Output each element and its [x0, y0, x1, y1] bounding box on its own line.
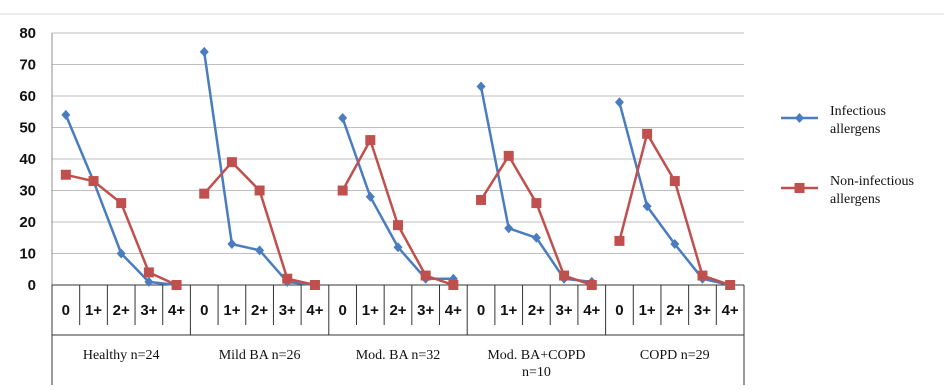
- data-point: [254, 185, 265, 196]
- x-tick-label: 0: [338, 302, 346, 319]
- x-tick-label: 3+: [140, 302, 157, 319]
- y-tick-label: 30: [19, 183, 36, 200]
- group-label: Mod. BA n=32: [356, 348, 441, 363]
- x-tick-label: 2+: [666, 302, 683, 319]
- data-point: [476, 194, 487, 205]
- x-tick-label: 4+: [583, 302, 600, 319]
- x-tick-label: 0: [615, 302, 623, 319]
- legend-marker: [795, 113, 804, 123]
- data-point: [60, 169, 71, 180]
- y-tick-label: 10: [19, 246, 36, 263]
- series-line: [618, 101, 731, 287]
- x-tick-label: 1+: [223, 302, 240, 319]
- data-point: [642, 128, 653, 139]
- legend-marker: [794, 183, 805, 193]
- data-point: [116, 198, 127, 209]
- y-tick-label: 20: [19, 214, 36, 231]
- group-label: Healthy n=24: [83, 348, 160, 363]
- data-point: [420, 270, 431, 281]
- data-point: [531, 198, 542, 209]
- x-tick-label: 2+: [389, 302, 406, 319]
- y-tick-label: 60: [19, 88, 36, 105]
- data-point: [227, 239, 237, 250]
- x-tick-label: 2+: [251, 302, 268, 319]
- series-line: [479, 153, 593, 287]
- data-point: [171, 280, 182, 290]
- data-point: [504, 223, 514, 234]
- series-line: [203, 160, 316, 287]
- x-tick-label: 0: [62, 302, 70, 319]
- group-label: Mild BA n=26: [219, 348, 301, 363]
- x-tick-label: 0: [200, 302, 208, 319]
- legend-label: Infectious allergens: [830, 104, 886, 137]
- data-point: [365, 191, 375, 202]
- data-point: [309, 280, 320, 290]
- data-point: [282, 273, 293, 284]
- series-line: [65, 173, 178, 287]
- x-tick-label: 4+: [168, 302, 185, 319]
- x-tick-label: 3+: [556, 302, 573, 319]
- data-point: [642, 201, 652, 212]
- x-tick-label: 1+: [500, 302, 517, 319]
- x-tick-label: 4+: [445, 302, 462, 319]
- data-point: [614, 235, 625, 246]
- y-tick-label: 70: [19, 57, 36, 74]
- x-tick-label: 1+: [85, 302, 102, 319]
- data-point: [476, 81, 486, 92]
- data-point: [531, 232, 541, 243]
- data-point: [226, 157, 237, 168]
- data-point: [116, 248, 126, 259]
- data-point: [393, 242, 403, 253]
- legend: Infectious allergens Non-infectious allerge…: [781, 104, 914, 207]
- y-tick-label: 0: [28, 277, 36, 294]
- data-point: [559, 270, 570, 281]
- data-point: [144, 276, 154, 287]
- data-point: [255, 245, 265, 256]
- x-axis: 0 1+ 2+ 3+ 4+ Healthy n=24 0 1+ 2+ 3+ 4+ Mild BA n=…: [51, 284, 745, 385]
- data-point: [337, 185, 348, 196]
- x-tick-label: 3+: [417, 302, 434, 319]
- data-point: [338, 113, 348, 124]
- legend-label: Non-infectious allergens: [830, 174, 914, 207]
- series-line: [479, 86, 592, 284]
- data-point: [393, 220, 403, 231]
- series-line: [341, 136, 454, 287]
- x-tick-label: 3+: [694, 302, 711, 319]
- x-tick-label: 1+: [362, 302, 379, 319]
- group-label: Mod. BA+COPD n=10: [487, 348, 585, 380]
- y-tick-label: 40: [19, 151, 36, 168]
- group-label: COPD n=29: [640, 348, 710, 363]
- x-tick-label: 1+: [639, 302, 656, 319]
- y-tick-label: 80: [19, 25, 36, 42]
- data-point: [61, 109, 71, 120]
- x-tick-label: 2+: [528, 302, 545, 319]
- data-point: [669, 176, 680, 187]
- data-point: [503, 150, 514, 161]
- series-layer: [60, 46, 736, 290]
- data-point: [199, 46, 209, 57]
- data-point: [199, 188, 210, 199]
- data-point: [143, 267, 154, 278]
- data-point: [614, 97, 624, 108]
- data-point: [670, 239, 680, 250]
- data-point: [448, 280, 459, 290]
- plot-area: 0 10 20 30 40 50 60 70 80: [19, 25, 744, 294]
- data-point: [88, 176, 99, 187]
- y-tick-label: 50: [19, 120, 36, 137]
- x-tick-label: 4+: [306, 302, 323, 319]
- data-point: [365, 135, 376, 146]
- series-line: [341, 117, 454, 280]
- data-point: [697, 270, 708, 281]
- data-point: [725, 280, 736, 290]
- x-tick-label: 3+: [279, 302, 296, 319]
- x-tick-label: 4+: [722, 302, 739, 319]
- series-line: [618, 130, 731, 287]
- x-tick-label: 2+: [113, 302, 130, 319]
- x-tick-label: 0: [477, 302, 485, 319]
- data-point: [586, 280, 597, 290]
